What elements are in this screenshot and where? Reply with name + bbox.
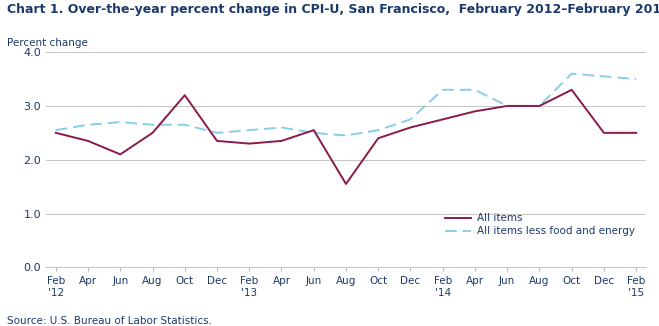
Text: Chart 1. Over-the-year percent change in CPI-U, San Francisco,  February 2012–Fe: Chart 1. Over-the-year percent change in… xyxy=(7,3,659,16)
Text: Source: U.S. Bureau of Labor Statistics.: Source: U.S. Bureau of Labor Statistics. xyxy=(7,316,212,326)
Text: Percent change: Percent change xyxy=(7,38,88,48)
Legend: All items, All items less food and energy: All items, All items less food and energ… xyxy=(445,213,635,236)
